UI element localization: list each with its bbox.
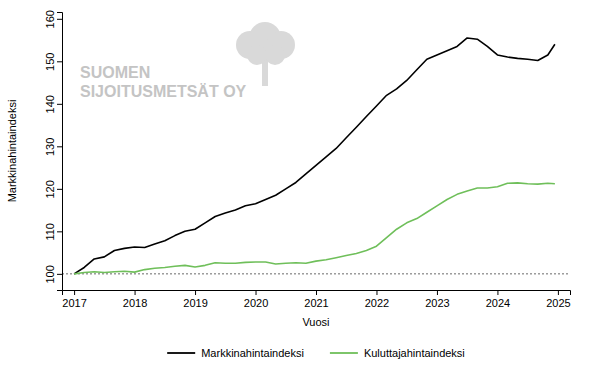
x-tick: 2020	[244, 290, 268, 309]
x-tick-label: 2020	[244, 297, 268, 309]
legend-item: Markkinahintaindeksi	[167, 347, 304, 359]
x-tick-label: 2021	[304, 297, 328, 309]
y-tick: 120	[44, 180, 62, 198]
x-tick: 2023	[425, 290, 449, 309]
y-tick-label: 110	[44, 223, 56, 241]
legend-label: Markkinahintaindeksi	[201, 347, 304, 359]
x-tick-mark	[437, 290, 438, 295]
legend-label: Kuluttajahintaindeksi	[364, 347, 465, 359]
y-axis-title: Markkinahintaindeksi	[6, 100, 18, 203]
x-tick-mark	[316, 290, 317, 295]
legend-swatch	[167, 352, 195, 354]
x-tick-label: 2023	[425, 297, 449, 309]
y-tick: 100	[44, 265, 62, 283]
x-tick: 2022	[365, 290, 389, 309]
tree-crown	[265, 45, 285, 65]
x-tick-label: 2018	[123, 297, 147, 309]
x-tick-mark	[135, 290, 136, 295]
x-tick: 2018	[123, 290, 147, 309]
y-tick: 140	[44, 95, 62, 113]
chart: SUOMEN SIJOITUSMETSÄT OY 100 110 120 130 140 15…	[0, 0, 600, 367]
x-tick-label: 2025	[546, 297, 570, 309]
y-tick-mark	[57, 189, 62, 190]
series-line	[74, 183, 555, 274]
watermark-tree	[236, 22, 295, 86]
y-tick-mark	[57, 61, 62, 62]
reference-line	[62, 273, 570, 274]
x-tick-label: 2017	[62, 297, 86, 309]
y-tick: 160	[44, 10, 62, 28]
series-line	[74, 38, 555, 274]
tree-crown	[247, 45, 267, 65]
y-tick: 130	[44, 138, 62, 156]
x-tick-mark	[256, 290, 257, 295]
x-tick-label: 2019	[183, 297, 207, 309]
y-tick-label: 150	[44, 53, 56, 71]
x-axis: 2017 2018 2019 2020 2021 2022 2023 2024 2025	[62, 290, 570, 309]
y-tick-label: 130	[44, 138, 56, 156]
y-tick-label: 140	[44, 95, 56, 113]
x-tick-mark	[558, 290, 559, 295]
x-tick-mark	[74, 290, 75, 295]
x-tick-mark	[376, 290, 377, 295]
watermark-text: SIJOITUSMETSÄT OY	[80, 83, 247, 100]
legend: Markkinahintaindeksi Kuluttajahintaindeks…	[167, 347, 465, 359]
x-tick: 2025	[546, 290, 570, 309]
y-axis: 100 110 120 130 140 150 160	[44, 10, 63, 290]
x-tick-mark	[195, 290, 196, 295]
x-tick: 2017	[62, 290, 86, 309]
y-tick: 150	[44, 53, 62, 71]
y-tick-mark	[57, 231, 62, 232]
plot-area	[62, 38, 570, 274]
legend-item: Kuluttajahintaindeksi	[330, 347, 465, 359]
x-tick-label: 2022	[365, 297, 389, 309]
legend-swatch	[330, 352, 358, 354]
watermark-text: SUOMEN	[80, 64, 150, 81]
x-tick: 2019	[183, 290, 207, 309]
x-tick-mark	[497, 290, 498, 295]
y-tick-mark	[57, 274, 62, 275]
y-tick-label: 100	[44, 265, 56, 283]
x-tick: 2021	[304, 290, 328, 309]
y-tick-mark	[57, 146, 62, 147]
y-tick-mark	[57, 19, 62, 20]
background	[0, 0, 600, 367]
x-axis-line	[63, 291, 571, 296]
y-tick-mark	[57, 104, 62, 105]
y-tick: 110	[44, 223, 62, 241]
x-tick-label: 2024	[486, 297, 510, 309]
x-axis-title: Vuosi	[302, 316, 329, 328]
y-tick-label: 160	[44, 10, 56, 28]
y-axis-line	[57, 13, 63, 291]
y-tick-label: 120	[44, 180, 56, 198]
x-tick: 2024	[486, 290, 510, 309]
watermark: SUOMEN SIJOITUSMETSÄT OY	[80, 22, 295, 100]
